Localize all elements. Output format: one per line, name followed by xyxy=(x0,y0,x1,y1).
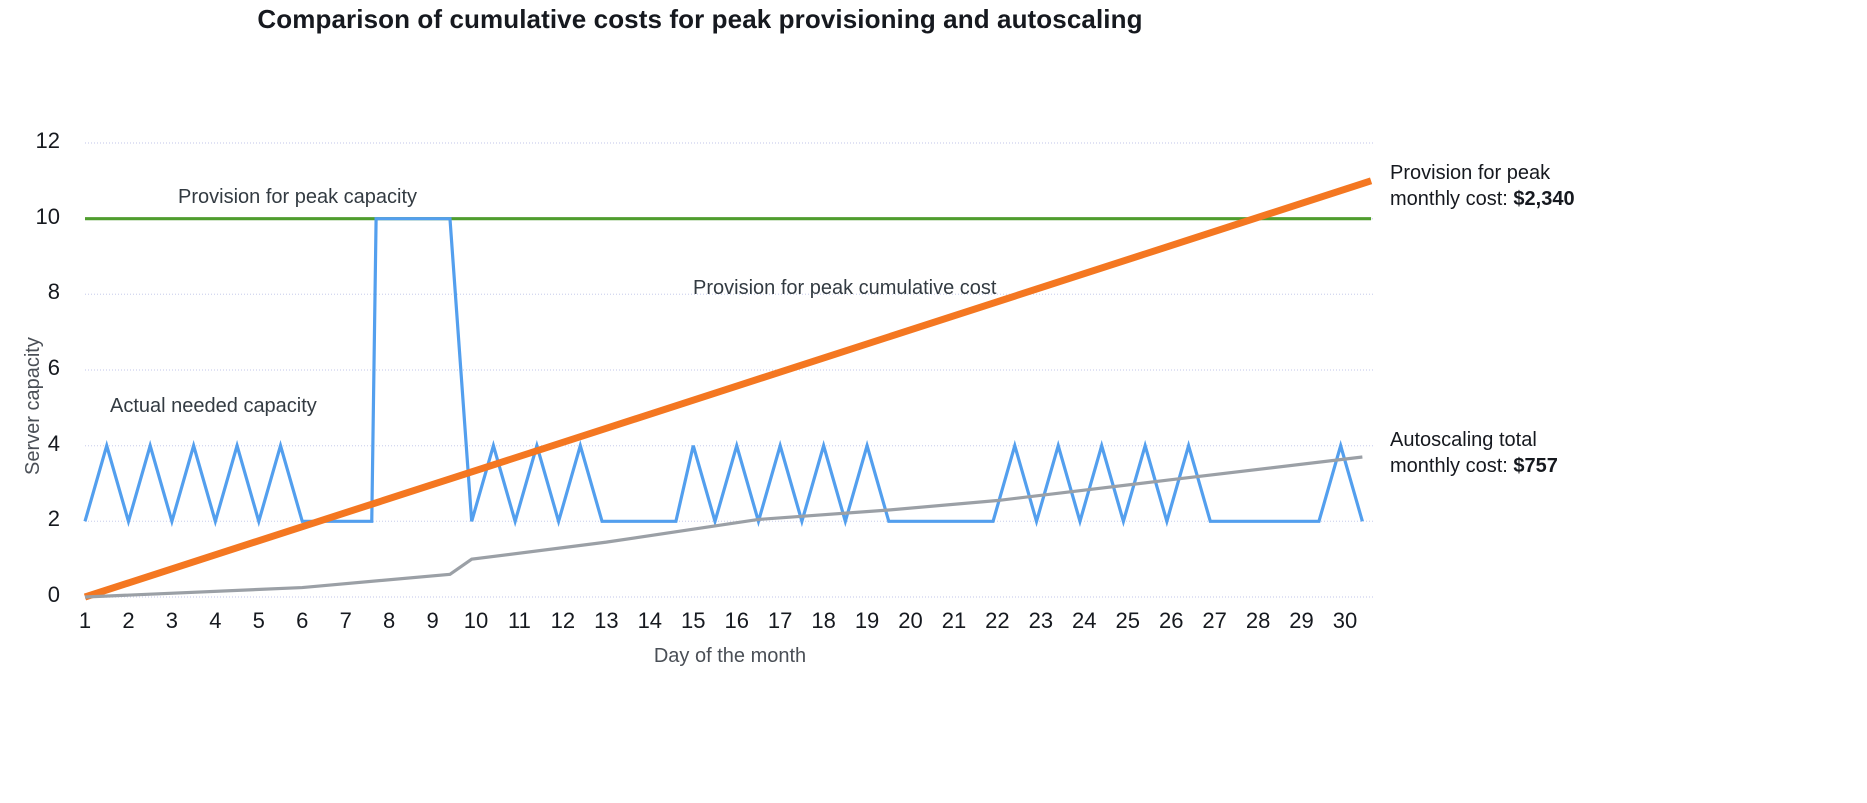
autoscale-cost-prefix: monthly cost: xyxy=(1390,455,1514,477)
x-tick-label: 28 xyxy=(1245,608,1271,633)
chart-title: Comparison of cumulative costs for peak … xyxy=(257,4,1143,34)
x-tick-label: 25 xyxy=(1115,608,1140,633)
x-tick-label: 27 xyxy=(1202,608,1227,633)
x-tick-label: 26 xyxy=(1158,608,1184,633)
x-tick-label: 5 xyxy=(252,608,265,633)
x-tick-label: 2 xyxy=(122,608,135,633)
annotation-actual-capacity: Actual needed capacity xyxy=(110,395,317,417)
x-tick-label: 12 xyxy=(550,608,576,633)
x-tick-label: 17 xyxy=(767,608,793,633)
peak-cost-prefix: monthly cost: xyxy=(1390,188,1514,210)
x-tick-label: 13 xyxy=(594,608,619,633)
x-tick-label: 18 xyxy=(811,608,836,633)
peak-cost-value: $2,340 xyxy=(1513,188,1575,210)
y-tick-label: 0 xyxy=(47,582,60,607)
autoscale-cost-line-2: monthly cost: $757 xyxy=(1390,453,1558,479)
annotation-peak-capacity: Provision for peak capacity xyxy=(178,186,418,208)
x-tick-label: 1 xyxy=(78,608,92,633)
y-axis-title: Server capacity xyxy=(22,337,44,475)
y-tick-label: 12 xyxy=(35,128,60,153)
peak-cost-line-2: monthly cost: $2,340 xyxy=(1390,186,1575,212)
x-tick-label: 30 xyxy=(1332,608,1358,633)
y-tick-label: 10 xyxy=(35,203,60,229)
x-tick-label: 29 xyxy=(1289,608,1314,633)
x-tick-label: 4 xyxy=(209,608,222,633)
x-tick-label: 22 xyxy=(985,608,1010,633)
gridlines xyxy=(85,142,1375,598)
series-line xyxy=(83,177,1373,601)
series-line xyxy=(84,455,1363,599)
annotation-peak-monthly-cost: Provision for peak monthly cost: $2,340 xyxy=(1390,160,1575,212)
x-tick-label: 8 xyxy=(383,608,396,633)
x-tick-label: 21 xyxy=(941,608,967,633)
autoscale-cost-line-1: Autoscaling total xyxy=(1390,429,1537,451)
x-tick-label: 24 xyxy=(1072,608,1097,633)
x-tick-label: 11 xyxy=(508,608,531,633)
autoscale-cost-value: $757 xyxy=(1513,455,1558,477)
x-tick-label: 16 xyxy=(724,608,749,633)
y-tick-label: 6 xyxy=(47,355,60,380)
data-series-layer xyxy=(83,177,1373,601)
x-tick-label: 10 xyxy=(463,608,489,633)
x-tick-label: 7 xyxy=(339,608,352,633)
x-tick-label: 6 xyxy=(296,608,309,633)
y-tick-label: 4 xyxy=(47,430,60,456)
x-tick-label: 15 xyxy=(681,608,706,633)
y-tick-label: 8 xyxy=(47,279,60,305)
x-tick-label: 20 xyxy=(898,608,923,633)
annotation-peak-cumulative-cost: Provision for peak cumulative cost xyxy=(693,277,997,299)
peak-cost-line-1: Provision for peak xyxy=(1390,162,1551,184)
x-tick-label: 9 xyxy=(426,608,439,633)
y-tick-label: 2 xyxy=(47,506,60,532)
series-line xyxy=(83,217,1364,528)
x-tick-label: 23 xyxy=(1028,608,1054,633)
x-tick-label: 3 xyxy=(165,608,179,633)
x-tick-label: 14 xyxy=(637,608,663,633)
x-tick-label: 19 xyxy=(854,608,880,633)
x-axis-title: Day of the month xyxy=(653,645,807,667)
annotation-autoscaling-monthly-cost: Autoscaling total monthly cost: $757 xyxy=(1390,427,1558,479)
